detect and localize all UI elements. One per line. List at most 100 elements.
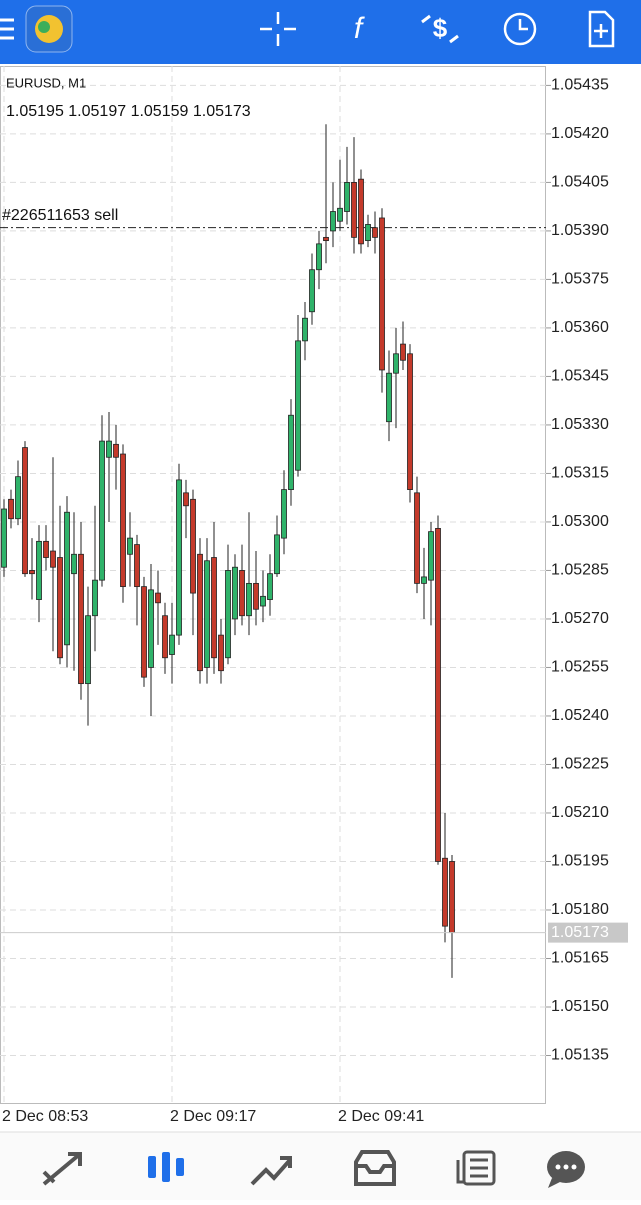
y-tick-label: 1.05165 xyxy=(551,950,609,967)
candle-body xyxy=(162,615,168,659)
x-tick-label: 2 Dec 09:41 xyxy=(338,1108,424,1125)
y-tick-label: 1.05375 xyxy=(551,271,609,288)
candle-body xyxy=(8,498,14,520)
y-tick-label: 1.05285 xyxy=(551,562,609,579)
y-tick-label: 1.05300 xyxy=(551,513,609,530)
candle-body xyxy=(141,586,147,678)
chart-tab[interactable] xyxy=(148,1152,184,1182)
candle-body xyxy=(365,224,371,242)
candle-body xyxy=(323,236,329,242)
candle-body xyxy=(15,476,21,520)
trade-tab[interactable] xyxy=(250,1156,292,1186)
crosshair-button[interactable] xyxy=(260,12,296,46)
history-tab[interactable] xyxy=(354,1150,396,1186)
y-tick-label: 1.05135 xyxy=(551,1047,609,1064)
candle-body xyxy=(414,492,420,584)
y-tick-label: 1.05225 xyxy=(551,756,609,773)
candle-body xyxy=(253,582,259,610)
candle-body xyxy=(113,443,119,458)
x-tick-label: 2 Dec 08:53 xyxy=(2,1108,88,1125)
candle-body xyxy=(379,217,385,371)
y-tick-label: 1.05270 xyxy=(551,610,609,627)
candle-body xyxy=(393,353,399,374)
candle-body xyxy=(50,550,56,568)
candle-body xyxy=(337,207,343,222)
candle-body xyxy=(295,340,301,471)
candle-body xyxy=(232,566,238,620)
candle-body xyxy=(211,557,217,659)
chart-area: 1.05435 1.05420 1.05405 1.05390 1.05375 1.053… xyxy=(0,66,628,1125)
y-tick-label: 1.05330 xyxy=(551,416,609,433)
candle-body xyxy=(29,570,35,575)
y-tick-label: 1.05240 xyxy=(551,707,609,724)
candle-body xyxy=(309,269,315,313)
candle-body xyxy=(239,570,245,617)
candle-body xyxy=(435,528,441,862)
svg-text:$: $ xyxy=(433,13,448,43)
candle-body xyxy=(330,211,336,232)
plot-frame xyxy=(0,66,546,1104)
candle-body xyxy=(71,553,77,575)
top-bar xyxy=(0,0,641,64)
symbol-label: EURUSD, M1 xyxy=(6,75,86,90)
candle-body xyxy=(218,634,224,672)
candle-body xyxy=(57,557,63,659)
new-chart-button[interactable] xyxy=(588,10,615,48)
candle-body xyxy=(442,857,448,927)
candle-body xyxy=(127,537,133,555)
candle-body xyxy=(267,573,273,600)
candle-body xyxy=(344,182,350,212)
y-tick-label: 1.05345 xyxy=(551,368,609,385)
candle-body xyxy=(64,511,70,646)
trade-button[interactable]: $ xyxy=(421,13,459,44)
quotes-tab[interactable] xyxy=(42,1152,82,1186)
y-tick-label: 1.05360 xyxy=(551,319,609,336)
candle-body xyxy=(22,447,28,575)
candle-body xyxy=(274,534,280,575)
candle-body xyxy=(43,540,49,558)
y-tick-label: 1.05315 xyxy=(551,465,609,482)
candle-body xyxy=(120,453,126,588)
chat-tab[interactable] xyxy=(547,1151,585,1188)
y-tick-label: 1.05255 xyxy=(551,659,609,676)
candle-body xyxy=(302,317,308,342)
candle-body xyxy=(225,570,231,659)
candle-body xyxy=(449,861,455,934)
candle-body xyxy=(372,227,378,238)
candle-body xyxy=(197,553,203,672)
bottom-bar xyxy=(0,1132,641,1200)
news-tab[interactable] xyxy=(456,1150,496,1186)
x-tick-label: 2 Dec 09:17 xyxy=(170,1108,256,1125)
candle-body xyxy=(155,592,161,604)
order-label: #226511653 sell xyxy=(2,207,118,224)
y-tick-label: 1.05210 xyxy=(551,804,609,821)
y-tick-label: 1.05405 xyxy=(551,174,609,191)
candle-body xyxy=(260,595,266,607)
candle-body xyxy=(176,479,182,636)
candle-body xyxy=(316,243,322,271)
candle-body xyxy=(78,553,84,685)
candle-body xyxy=(386,372,392,423)
candle-body xyxy=(204,560,210,668)
indicators-button[interactable]: f xyxy=(354,12,365,45)
candle-body xyxy=(407,353,413,491)
candle-body xyxy=(183,492,189,507)
candle-body xyxy=(358,178,364,245)
y-tick-label: 1.05195 xyxy=(551,853,609,870)
menu-button[interactable] xyxy=(0,18,14,40)
candle-body xyxy=(281,489,287,539)
app-logo[interactable] xyxy=(25,5,73,53)
price-tag xyxy=(548,922,628,943)
candle-body xyxy=(85,615,91,685)
candle-body xyxy=(134,544,140,588)
candle-body xyxy=(246,582,252,617)
timeframe-button[interactable] xyxy=(503,12,537,46)
candle-body xyxy=(288,414,294,491)
candle-body xyxy=(1,508,7,568)
y-tick-label: 1.05150 xyxy=(551,998,609,1015)
ohlc-label: 1.05195 1.05197 1.05159 1.05173 xyxy=(6,103,251,120)
price-tag-label: 1.05173 xyxy=(551,924,609,941)
y-tick-label: 1.05180 xyxy=(551,901,609,918)
candle-body xyxy=(148,589,154,668)
